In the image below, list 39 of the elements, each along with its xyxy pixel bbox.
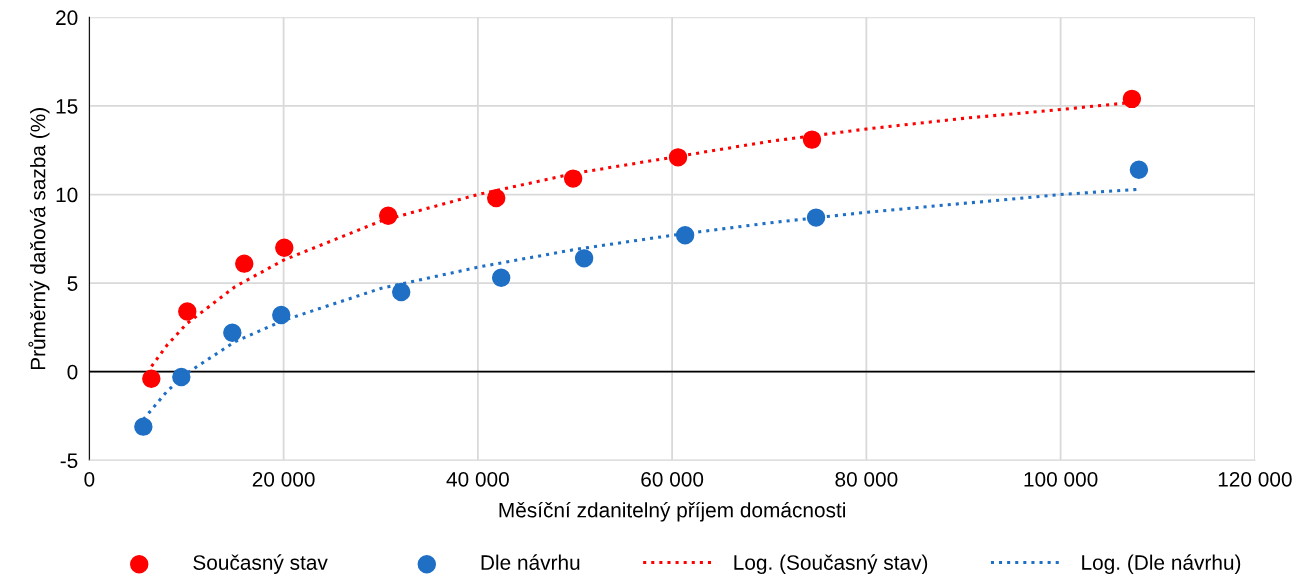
y-tick-label: -5 — [60, 453, 78, 469]
point — [491, 268, 511, 288]
x-tick-label: 0 — [84, 471, 95, 487]
y-tick-label: 10 — [56, 187, 78, 203]
x-tick-label: 60 000 — [641, 471, 704, 487]
y-tick-label: 20 — [56, 10, 78, 26]
point — [142, 369, 161, 389]
point — [1129, 160, 1149, 179]
legend-label: Dle návrhu — [481, 554, 580, 570]
point — [806, 208, 826, 227]
point — [563, 169, 583, 188]
y-tick-label: 0 — [67, 364, 78, 380]
point — [272, 305, 291, 325]
x-axis-title: Měsíční zdanitelný příjem domácnosti — [499, 501, 845, 522]
point — [235, 254, 254, 273]
point — [675, 226, 695, 245]
point — [134, 417, 153, 436]
x-tick-label: 80 000 — [835, 471, 898, 487]
point — [1122, 89, 1142, 109]
point — [172, 367, 191, 387]
point — [178, 302, 197, 321]
point — [802, 130, 822, 149]
x-tick-label: 120 000 — [1218, 471, 1292, 487]
legend-label: Log. (Dle návrhu) — [1082, 554, 1241, 575]
legend-label: Současný stav — [193, 554, 328, 575]
point — [487, 188, 506, 208]
legend-label: Log. (Současný stav) — [734, 554, 928, 575]
y-tick-label: 5 — [67, 276, 78, 291]
x-tick-label: 100 000 — [1024, 471, 1098, 487]
x-tick-label: 40 000 — [446, 471, 509, 487]
point — [392, 282, 411, 302]
point — [223, 323, 242, 342]
y-tick-label: 15 — [56, 99, 78, 114]
x-tick-label: 20 000 — [252, 471, 315, 487]
point — [275, 238, 294, 257]
point — [668, 148, 688, 167]
y-axis-title: Průměrný daňová sazba (%) — [28, 108, 50, 370]
point — [574, 249, 594, 268]
point — [379, 206, 398, 226]
